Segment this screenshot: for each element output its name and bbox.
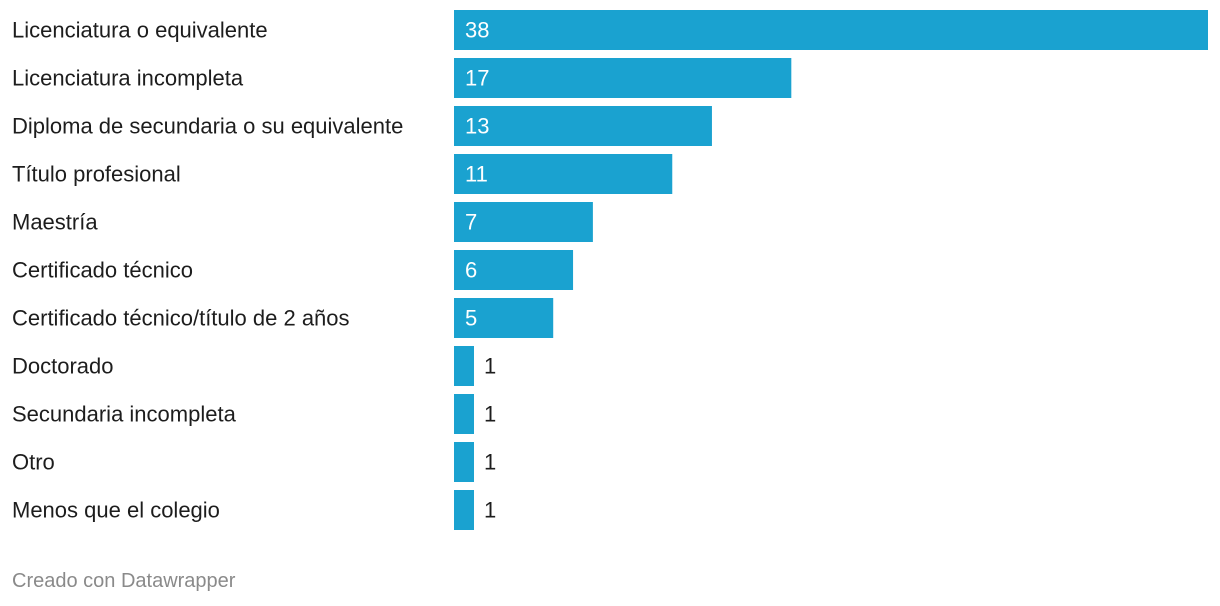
category-label: Certificado técnico/título de 2 años — [12, 306, 350, 331]
category-label: Título profesional — [12, 162, 181, 187]
value-label: 11 — [465, 162, 488, 187]
value-label: 1 — [484, 450, 496, 475]
bar — [454, 250, 574, 290]
category-label: Maestría — [12, 210, 98, 235]
category-label: Licenciatura incompleta — [12, 66, 244, 91]
value-label: 6 — [465, 258, 477, 283]
value-label: 1 — [484, 402, 496, 427]
bar — [454, 298, 554, 338]
bar — [454, 394, 474, 434]
category-label: Menos que el colegio — [12, 498, 220, 523]
bar — [454, 58, 792, 98]
category-label: Licenciatura o equivalente — [12, 18, 268, 43]
bar — [454, 10, 1208, 50]
bar — [454, 346, 474, 386]
category-label: Doctorado — [12, 354, 114, 379]
value-label: 17 — [465, 66, 489, 91]
bar — [454, 442, 474, 482]
bar — [454, 106, 712, 146]
footer-credit: Creado con Datawrapper — [12, 570, 236, 592]
value-label: 5 — [465, 306, 477, 331]
category-label: Otro — [12, 450, 55, 475]
value-label: 1 — [484, 498, 496, 523]
category-label: Diploma de secundaria o su equivalente — [12, 114, 403, 139]
value-label: 38 — [465, 18, 489, 43]
value-label: 1 — [484, 354, 496, 379]
value-label: 7 — [465, 210, 477, 235]
category-label: Secundaria incompleta — [12, 402, 237, 427]
bar — [454, 202, 593, 242]
bar — [454, 154, 673, 194]
bar-chart: Licenciatura o equivalente 38 Licenciatura… — [12, 10, 1208, 530]
category-label: Certificado técnico — [12, 258, 193, 283]
value-label: 13 — [465, 114, 489, 139]
bar — [454, 490, 474, 530]
